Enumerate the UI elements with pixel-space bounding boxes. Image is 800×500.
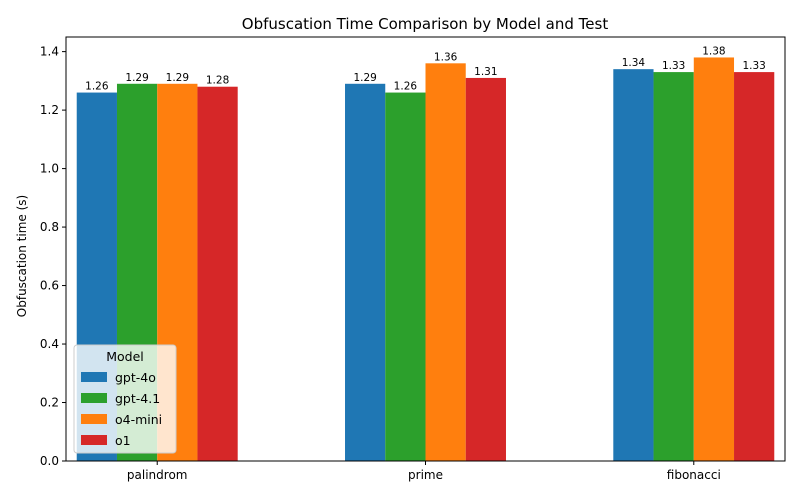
legend-entry-label: gpt-4.1	[115, 391, 160, 406]
legend-swatch	[81, 414, 107, 424]
x-tick-label: palindrom	[127, 468, 188, 482]
bar-gpt-4.1-fibonacci	[653, 72, 694, 461]
bar-value-label: 1.33	[742, 60, 765, 72]
bar-o4-mini-prime	[425, 63, 466, 462]
y-tick-label: 0.2	[40, 396, 59, 410]
bar-value-label: 1.33	[662, 60, 685, 72]
x-axis: palindrom prime fibonacci	[127, 461, 721, 482]
bar-value-label: 1.31	[474, 66, 497, 78]
x-tick-label: prime	[408, 468, 443, 482]
y-tick-label: 0.0	[40, 454, 59, 468]
y-tick-label: 1.4	[40, 45, 59, 59]
bar-value-label: 1.36	[434, 51, 458, 63]
bar-value-label: 1.29	[166, 72, 189, 84]
bar-value-label: 1.29	[125, 72, 148, 84]
bar-value-label: 1.26	[85, 81, 109, 93]
bar-gpt-4.1-prime	[385, 92, 426, 461]
bar-value-label: 1.28	[206, 75, 229, 87]
bar-gpt-4o-fibonacci	[613, 69, 654, 461]
bar-value-label: 1.26	[394, 81, 418, 93]
y-axis: 0.0 0.2 0.4 0.6 0.8 1.0 1.2 1.4	[40, 45, 66, 468]
bar-gpt-4o-prime	[345, 83, 386, 462]
bar-value-label: 1.38	[702, 45, 725, 57]
y-tick-label: 0.6	[40, 279, 59, 293]
bar-o1-palindrom	[197, 86, 238, 462]
legend-swatch	[81, 372, 107, 382]
y-axis-label: Obfuscation time (s)	[15, 195, 29, 317]
legend-title: Model	[106, 349, 144, 364]
bar-o4-mini-fibonacci	[693, 57, 735, 461]
y-tick-label: 0.4	[40, 337, 59, 351]
bar-labels-group: 1.26 1.29 1.34 1.29 1.26 1.33 1.29 1.36 1.38 1.28…	[85, 45, 766, 92]
bar-value-label: 1.34	[622, 57, 646, 69]
legend-swatch	[81, 393, 107, 403]
legend-entry-label: gpt-4o	[115, 370, 156, 385]
x-tick-label: fibonacci	[667, 468, 721, 482]
y-tick-label: 0.8	[40, 220, 59, 234]
chart-title: Obfuscation Time Comparison by Model and…	[242, 15, 609, 33]
bars-group	[76, 57, 775, 462]
legend: Model gpt-4o gpt-4.1 o4-mini o1	[73, 344, 177, 454]
y-tick-label: 1.0	[40, 162, 59, 176]
bar-value-label: 1.29	[353, 72, 376, 84]
legend-swatch	[81, 435, 107, 445]
plot-frame	[65, 36, 786, 462]
bar-o1-prime	[465, 77, 506, 461]
bar-o1-fibonacci	[734, 72, 775, 461]
legend-entry-label: o1	[115, 433, 131, 448]
y-tick-label: 1.2	[40, 103, 59, 117]
legend-entry-label: o4-mini	[115, 412, 162, 427]
